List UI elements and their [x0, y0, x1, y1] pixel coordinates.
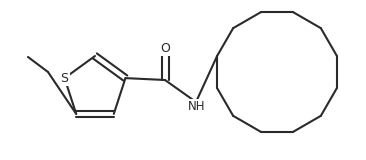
Text: NH: NH	[188, 100, 206, 113]
Text: S: S	[60, 72, 68, 85]
Text: O: O	[160, 41, 170, 55]
